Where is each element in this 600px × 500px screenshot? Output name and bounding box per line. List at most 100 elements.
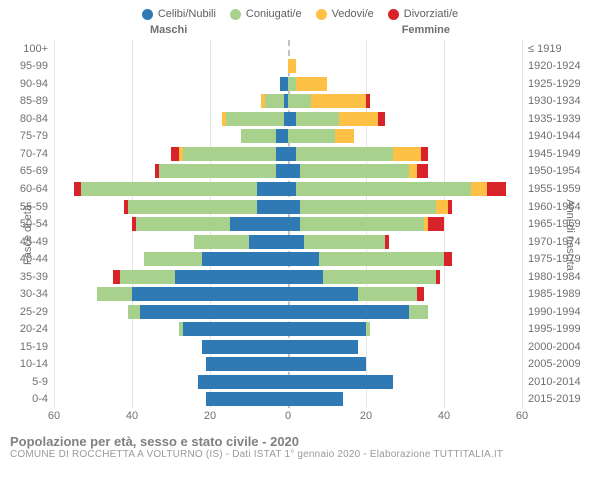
bar-segment: [120, 270, 175, 284]
female-bar: [288, 129, 522, 143]
age-label: 50-54: [10, 218, 54, 230]
age-row: 5-92010-2014: [10, 373, 590, 391]
male-bar: [54, 270, 288, 284]
x-tick-label: 40: [438, 410, 450, 422]
birth-label: 2005-2009: [522, 358, 590, 370]
legend-label: Coniugati/e: [246, 8, 302, 20]
birth-label: 1920-1924: [522, 60, 590, 72]
male-bar: [54, 217, 288, 231]
bar-pair: [54, 340, 522, 354]
bar-pair: [54, 59, 522, 73]
bar-pair: [54, 252, 522, 266]
male-bar: [54, 182, 288, 196]
age-row: 40-441975-1979: [10, 250, 590, 268]
male-bar: [54, 305, 288, 319]
bar-segment: [226, 112, 285, 126]
age-label: 45-49: [10, 236, 54, 248]
bar-segment: [230, 217, 289, 231]
bar-segment: [417, 164, 429, 178]
female-bar: [288, 77, 522, 91]
birth-label: 1940-1944: [522, 130, 590, 142]
bar-segment: [288, 77, 296, 91]
bar-segment: [128, 305, 140, 319]
age-row: 35-391980-1984: [10, 268, 590, 286]
bar-segment: [280, 77, 288, 91]
bar-segment: [288, 59, 296, 73]
legend-label: Divorziati/e: [404, 8, 458, 20]
legend-swatch: [316, 9, 327, 20]
bar-segment: [288, 94, 311, 108]
birth-label: 2015-2019: [522, 393, 590, 405]
bar-segment: [74, 182, 82, 196]
bar-segment: [144, 252, 203, 266]
bar-segment: [249, 235, 288, 249]
male-bar: [54, 287, 288, 301]
bar-segment: [366, 94, 370, 108]
bar-pair: [54, 129, 522, 143]
plot-area: Fasce di età Anni di nascita 100+≤ 19199…: [10, 40, 590, 430]
bar-segment: [471, 182, 487, 196]
bar-segment: [296, 112, 339, 126]
bar-segment: [378, 112, 386, 126]
male-bar: [54, 200, 288, 214]
female-bar: [288, 287, 522, 301]
birth-label: 1955-1959: [522, 183, 590, 195]
bar-segment: [335, 129, 354, 143]
bar-segment: [288, 200, 300, 214]
age-row: 85-891930-1934: [10, 93, 590, 111]
bar-segment: [436, 200, 448, 214]
male-bar: [54, 129, 288, 143]
bar-segment: [202, 252, 288, 266]
bar-pair: [54, 270, 522, 284]
bar-pair: [54, 392, 522, 406]
age-label: 60-64: [10, 183, 54, 195]
male-bar: [54, 235, 288, 249]
age-row: 30-341985-1989: [10, 285, 590, 303]
female-bar: [288, 340, 522, 354]
bar-segment: [288, 112, 296, 126]
male-bar: [54, 375, 288, 389]
legend-swatch: [388, 9, 399, 20]
female-bar: [288, 305, 522, 319]
male-bar: [54, 112, 288, 126]
legend-label: Vedovi/e: [332, 8, 374, 20]
female-title: Femmine: [402, 24, 450, 36]
bar-segment: [288, 252, 319, 266]
bar-pair: [54, 164, 522, 178]
age-row: 75-791940-1944: [10, 128, 590, 146]
bar-pair: [54, 94, 522, 108]
bar-segment: [276, 129, 288, 143]
birth-label: ≤ 1919: [522, 43, 590, 55]
bar-segment: [276, 164, 288, 178]
x-axis: 6040200204060: [54, 408, 522, 430]
birth-label: 2000-2004: [522, 341, 590, 353]
bar-segment: [296, 77, 327, 91]
male-bar: [54, 357, 288, 371]
bar-pair: [54, 357, 522, 371]
bar-segment: [175, 270, 288, 284]
bar-segment: [288, 375, 393, 389]
age-label: 35-39: [10, 271, 54, 283]
bar-pair: [54, 287, 522, 301]
birth-label: 1985-1989: [522, 288, 590, 300]
male-bar: [54, 59, 288, 73]
bar-segment: [393, 147, 420, 161]
legend-item: Divorziati/e: [388, 8, 458, 20]
bar-segment: [97, 287, 132, 301]
age-row: 90-941925-1929: [10, 75, 590, 93]
bar-segment: [171, 147, 179, 161]
bar-segment: [385, 235, 389, 249]
age-row: 60-64 1955-1959: [10, 180, 590, 198]
bar-segment: [288, 305, 409, 319]
bar-segment: [358, 287, 417, 301]
legend-item: Coniugati/e: [230, 8, 302, 20]
bar-segment: [296, 147, 394, 161]
bar-pair: [54, 235, 522, 249]
bar-segment: [421, 147, 429, 161]
female-bar: [288, 200, 522, 214]
female-bar: [288, 252, 522, 266]
bar-segment: [132, 287, 288, 301]
bar-segment: [288, 147, 296, 161]
age-label: 55-59: [10, 201, 54, 213]
age-row: 55-591960-1964: [10, 198, 590, 216]
